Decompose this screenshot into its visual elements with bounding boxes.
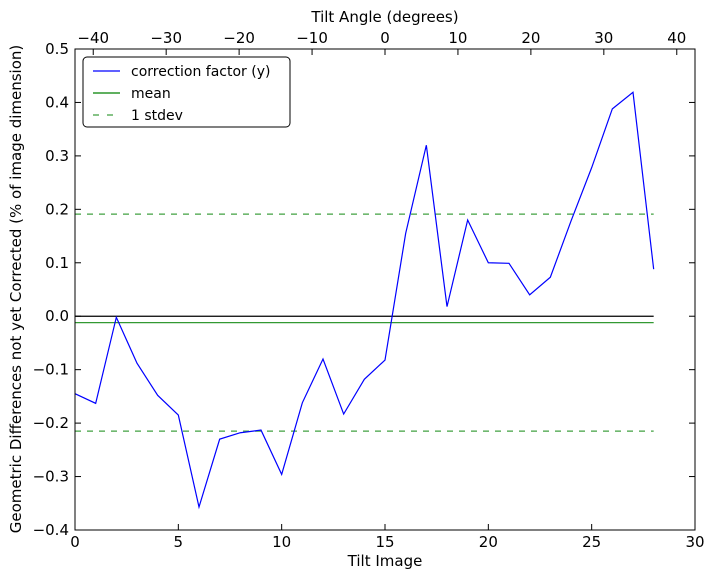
- y-tick-label: 0.1: [45, 254, 69, 272]
- y-tick-label: 0.5: [45, 40, 69, 58]
- top-tick-label: 30: [594, 29, 613, 47]
- series-line-0: [74, 91, 655, 510]
- y-tick-label: −0.1: [33, 361, 69, 379]
- y-tick-label: 0.0: [45, 307, 69, 325]
- y-tick-label: 0.3: [45, 147, 69, 165]
- legend-label: correction factor (y): [131, 64, 270, 80]
- y-tick-label: −0.3: [33, 468, 69, 486]
- top-tick-label: −10: [296, 29, 328, 47]
- x-tick-label: 30: [685, 533, 704, 551]
- top-tick-label: −20: [223, 29, 255, 47]
- x-tick-label: 0: [70, 533, 80, 551]
- x-tick-label: 5: [174, 533, 184, 551]
- y-tick-label: −0.4: [33, 521, 69, 539]
- x-tick-label: 20: [479, 533, 498, 551]
- y-tick-label: 0.4: [45, 93, 69, 111]
- top-tick-label: −30: [150, 29, 182, 47]
- x-axis-title: Tilt Image: [347, 552, 423, 570]
- legend-box: [82, 56, 291, 128]
- legend-label: 1 stdev: [131, 108, 183, 124]
- y-tick-label: −0.2: [33, 414, 69, 432]
- series-layer: [74, 91, 655, 510]
- y-axis-title: Geometric Differences not yet Corrected …: [7, 45, 25, 534]
- y-tick-label: 0.2: [45, 200, 69, 218]
- top-tick-label: 20: [521, 29, 540, 47]
- ticks-layer: 0 5 10 15 20 25 30 −0.4 −0.3 −0.2 −0.1 0.0 0.1 0.2 0.3…: [33, 29, 705, 551]
- legend: correction factor (y) mean 1 stdev: [82, 56, 291, 128]
- x-tick-label: 25: [582, 533, 601, 551]
- top-tick-label: 0: [380, 29, 390, 47]
- legend-label: mean: [131, 86, 171, 102]
- top-tick-label: 10: [448, 29, 467, 47]
- x-tick-label: 10: [272, 533, 291, 551]
- top-tick-label: 40: [667, 29, 686, 47]
- top-tick-label: −40: [77, 29, 109, 47]
- x-tick-label: 15: [375, 533, 394, 551]
- top-axis-title: Tilt Angle (degrees): [310, 8, 458, 26]
